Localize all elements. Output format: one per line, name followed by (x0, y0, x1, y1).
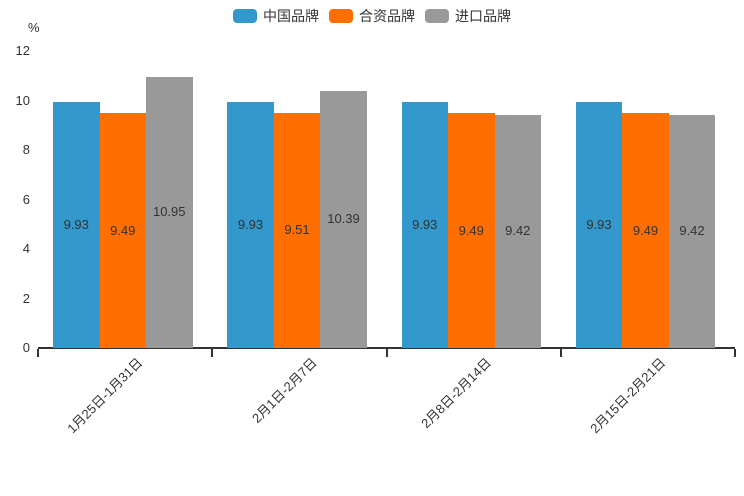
y-axis-unit-label: % (28, 20, 40, 35)
bar-value-label: 9.49 (458, 222, 484, 238)
chart-legend: 中国品牌 合资品牌 进口品牌 (0, 8, 744, 24)
y-axis-tick-label: 2 (22, 290, 30, 306)
x-axis-tick-mark (559, 349, 562, 357)
y-axis-tick-label: 6 (22, 191, 30, 207)
x-axis-tick-mark (211, 349, 214, 357)
x-axis-line (38, 347, 735, 349)
x-axis-tick-mark (385, 349, 388, 357)
bar-china-brand-week1[interactable] (53, 102, 100, 348)
x-axis-category-label: 1月25日-1月31日 (64, 355, 146, 437)
legend-item-label: 合资品牌 (359, 8, 415, 24)
bar-value-label: 9.49 (110, 222, 136, 238)
bar-import-brand-week1[interactable] (146, 76, 193, 348)
y-axis-tick-label: 4 (22, 241, 30, 256)
x-axis-category-label: 2月8日-2月14日 (418, 355, 495, 432)
bar-china-brand-week2[interactable] (227, 102, 274, 348)
legend-item-china-brand[interactable]: 中国品牌 (233, 8, 319, 24)
bar-joint-venture-brand-week3[interactable] (448, 113, 495, 348)
x-axis-category-label: 2月1日-2月7日 (249, 355, 320, 426)
bar-value-label: 9.42 (679, 223, 705, 239)
bar-import-brand-week2[interactable] (320, 90, 367, 348)
legend-marker-icon (425, 9, 449, 23)
bar-value-label: 9.49 (632, 222, 659, 238)
legend-item-label: 进口品牌 (455, 8, 511, 24)
y-axis-tick-label: 12 (15, 43, 30, 58)
y-axis-tick-label: 0 (22, 340, 30, 355)
legend-marker-icon (329, 9, 353, 23)
y-axis-tick-label: 10 (15, 92, 30, 108)
y-axis-tick-label: 8 (22, 142, 30, 157)
bar-value-label: 9.93 (586, 217, 612, 233)
bar-import-brand-week3[interactable] (494, 114, 541, 348)
legend-item-joint-venture-brand[interactable]: 合资品牌 (329, 8, 415, 24)
bar-value-label: 9.93 (63, 217, 89, 233)
bar-china-brand-week3[interactable] (401, 102, 448, 348)
bar-value-label: 10.95 (152, 204, 186, 220)
bar-value-label: 9.42 (505, 223, 531, 239)
bar-value-label: 10.39 (327, 211, 360, 227)
bar-joint-venture-brand-week2[interactable] (273, 112, 321, 348)
legend-marker-icon (233, 9, 257, 23)
bar-china-brand-week4[interactable] (575, 102, 623, 348)
x-axis-category-label: 2月15日-2月21日 (587, 355, 669, 437)
bar-value-label: 9.51 (284, 222, 310, 238)
legend-item-label: 中国品牌 (263, 8, 319, 24)
x-axis-tick-mark (37, 349, 39, 357)
bar-value-label: 9.93 (237, 217, 264, 233)
bar-value-label: 9.93 (412, 217, 438, 233)
legend-item-import-brand[interactable]: 进口品牌 (425, 8, 511, 24)
bar-joint-venture-brand-week4[interactable] (622, 113, 669, 348)
bar-joint-venture-brand-week1[interactable] (99, 113, 146, 348)
x-axis-tick-mark (734, 349, 736, 357)
bar-import-brand-week4[interactable] (668, 114, 716, 348)
